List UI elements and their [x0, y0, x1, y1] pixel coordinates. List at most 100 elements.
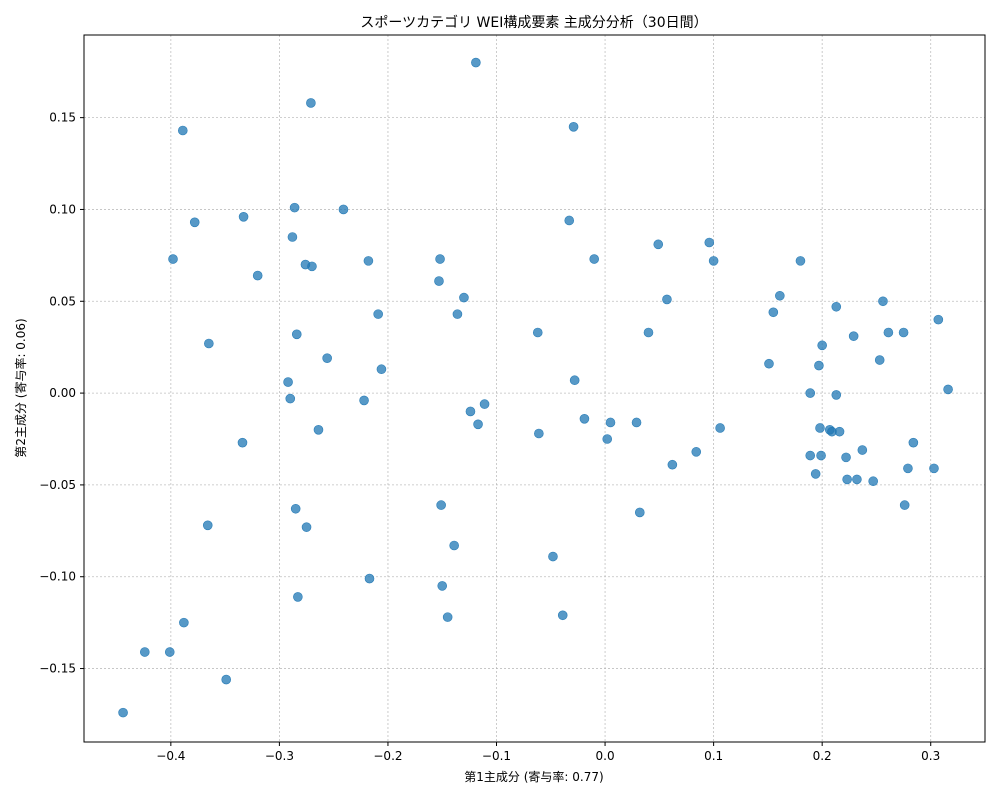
- scatter-point: [442, 612, 453, 622]
- scatter-point: [589, 254, 600, 264]
- scatter-point: [449, 540, 459, 551]
- scatter-point: [903, 463, 913, 474]
- scatter-point: [795, 256, 806, 266]
- y-tick-label: 0.10: [49, 202, 76, 216]
- scatter-point: [568, 122, 579, 132]
- scatter-point: [548, 551, 558, 562]
- scatter-point: [929, 463, 939, 474]
- scatter-point: [436, 500, 446, 510]
- x-tick-label: −0.4: [156, 749, 185, 763]
- scatter-point: [435, 254, 445, 264]
- scatter-point: [465, 406, 476, 417]
- x-tick-label: −0.1: [482, 749, 511, 763]
- scatter-point: [293, 592, 303, 602]
- scatter-point: [471, 57, 481, 68]
- scatter-point: [764, 358, 774, 369]
- scatter-point: [874, 355, 885, 365]
- scatter-point: [291, 329, 302, 340]
- scatter-point: [313, 425, 324, 435]
- scatter-point: [691, 447, 702, 457]
- scatter-point: [805, 388, 816, 398]
- scatter-point: [359, 395, 369, 406]
- scatter-point: [841, 452, 851, 463]
- scatter-point: [643, 327, 654, 338]
- scatter-point: [868, 476, 878, 487]
- scatter-point: [204, 338, 214, 349]
- x-tick-label: −0.3: [265, 749, 294, 763]
- scatter-point: [848, 331, 859, 341]
- scatter-point: [285, 393, 296, 404]
- scatter-point: [899, 500, 910, 510]
- scatter-point: [933, 314, 944, 325]
- scatter-point: [852, 474, 862, 485]
- y-axis-ticks: −0.15 −0.10 −0.05 0.00 0.05 0.10 0.15: [39, 111, 84, 676]
- scatter-point: [810, 469, 821, 479]
- scatter-point: [307, 261, 317, 272]
- scatter-point: [602, 434, 613, 444]
- scatter-point: [557, 610, 568, 621]
- x-tick-label: 0.2: [813, 749, 832, 763]
- scatter-point: [653, 239, 664, 250]
- scatter-point: [834, 426, 845, 437]
- scatter-point: [814, 360, 824, 371]
- scatter-point: [459, 292, 469, 303]
- scatter-point: [179, 617, 189, 628]
- data-points: [118, 57, 953, 718]
- scatter-point: [898, 327, 909, 338]
- scatter-point: [252, 270, 263, 281]
- scatter-point: [857, 445, 868, 455]
- scatter-point: [831, 390, 842, 400]
- scatter-point: [168, 254, 178, 264]
- scatter-point: [479, 399, 490, 409]
- x-tick-label: 0.3: [921, 749, 940, 763]
- scatter-point: [437, 581, 448, 591]
- scatter-point: [534, 428, 544, 439]
- scatter-point: [579, 413, 590, 424]
- scatter-point: [364, 573, 375, 584]
- scatter-point: [338, 204, 349, 215]
- y-tick-label: −0.15: [39, 662, 76, 676]
- scatter-point: [768, 307, 779, 318]
- scatter-point: [139, 647, 150, 657]
- scatter-point: [376, 364, 387, 375]
- scatter-point: [322, 353, 332, 364]
- x-tick-label: −0.2: [373, 749, 402, 763]
- y-tick-label: 0.00: [49, 386, 76, 400]
- scatter-point: [605, 417, 616, 428]
- scatter-point: [775, 290, 785, 301]
- scatter-point: [189, 217, 200, 228]
- scatter-point: [805, 450, 816, 461]
- x-axis-label: 第1主成分 (寄与率: 0.77): [464, 769, 603, 784]
- scatter-point: [177, 125, 188, 136]
- plot-frame: [83, 34, 986, 743]
- scatter-point: [662, 294, 672, 305]
- scatter-point: [704, 237, 715, 248]
- scatter-point: [363, 256, 374, 266]
- chart-title: スポーツカテゴリ WEI構成要素 主成分分析（30日間）: [360, 14, 707, 31]
- scatter-point: [817, 340, 827, 351]
- scatter-point: [290, 503, 301, 514]
- scatter-point: [943, 384, 953, 395]
- scatter-point: [908, 437, 919, 448]
- scatter-point: [202, 520, 213, 531]
- y-tick-label: 0.05: [49, 294, 76, 308]
- scatter-point: [816, 450, 826, 461]
- scatter-point: [289, 202, 300, 213]
- scatter-point: [708, 256, 719, 266]
- scatter-point: [631, 417, 642, 428]
- scatter-point: [373, 309, 383, 319]
- scatter-point: [238, 212, 249, 222]
- grid-lines: [84, 35, 985, 742]
- scatter-point: [815, 423, 825, 433]
- scatter-point: [221, 674, 232, 685]
- scatter-point: [301, 522, 312, 532]
- y-tick-label: −0.10: [39, 570, 76, 584]
- scatter-point: [532, 327, 543, 338]
- y-tick-label: −0.05: [39, 478, 76, 492]
- scatter-point: [715, 423, 725, 433]
- scatter-point: [164, 647, 175, 657]
- x-tick-label: 0.1: [704, 749, 723, 763]
- scatter-point: [883, 327, 894, 338]
